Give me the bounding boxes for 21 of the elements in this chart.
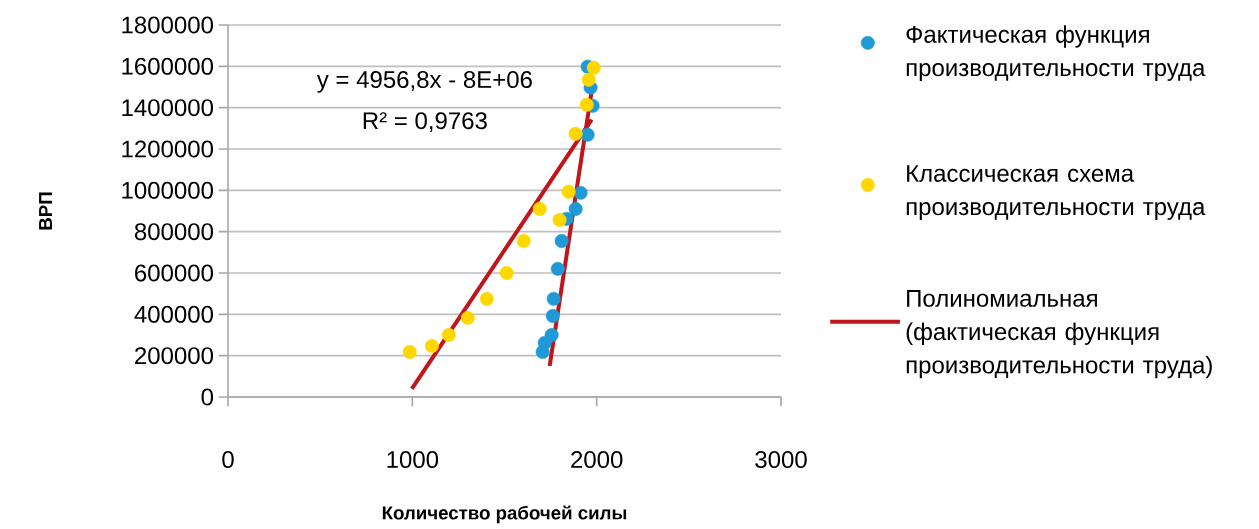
y-tick-label: 1800000 (122, 16, 214, 34)
annotation: y = 4956,8x - 8E+06 (316, 71, 532, 93)
y-tick-label: 200000 (135, 347, 214, 365)
y-tick-label: 0 (201, 388, 214, 406)
y-tick-label: 600000 (135, 264, 214, 282)
annotation: R² = 0,9763 (363, 112, 487, 133)
legend-label: Полиномиальная (фактическая функция производительности труда) (906, 290, 1212, 379)
x-tick-label: 3000 (755, 451, 807, 469)
y-tick-label: 800000 (134, 223, 214, 241)
y-tick-label: 1400000 (122, 99, 214, 117)
legend-label: Классическая схема производительности труда (906, 165, 1206, 220)
x-tick-label: 1000 (387, 451, 439, 469)
y-tick-label: 1200000 (122, 140, 214, 158)
x-tick-label: 2000 (571, 451, 623, 469)
legend-label: Фактическая функция производительности труда (906, 25, 1206, 81)
y-tick-label: 1600000 (122, 57, 214, 75)
y-axis-title: ВРП (39, 192, 52, 230)
y-tick-label: 400000 (134, 305, 214, 323)
x-tick-label: 0 (222, 451, 234, 469)
x-axis-title: Количество рабочей силы (382, 505, 627, 524)
y-tick-label: 1000000 (122, 181, 214, 199)
